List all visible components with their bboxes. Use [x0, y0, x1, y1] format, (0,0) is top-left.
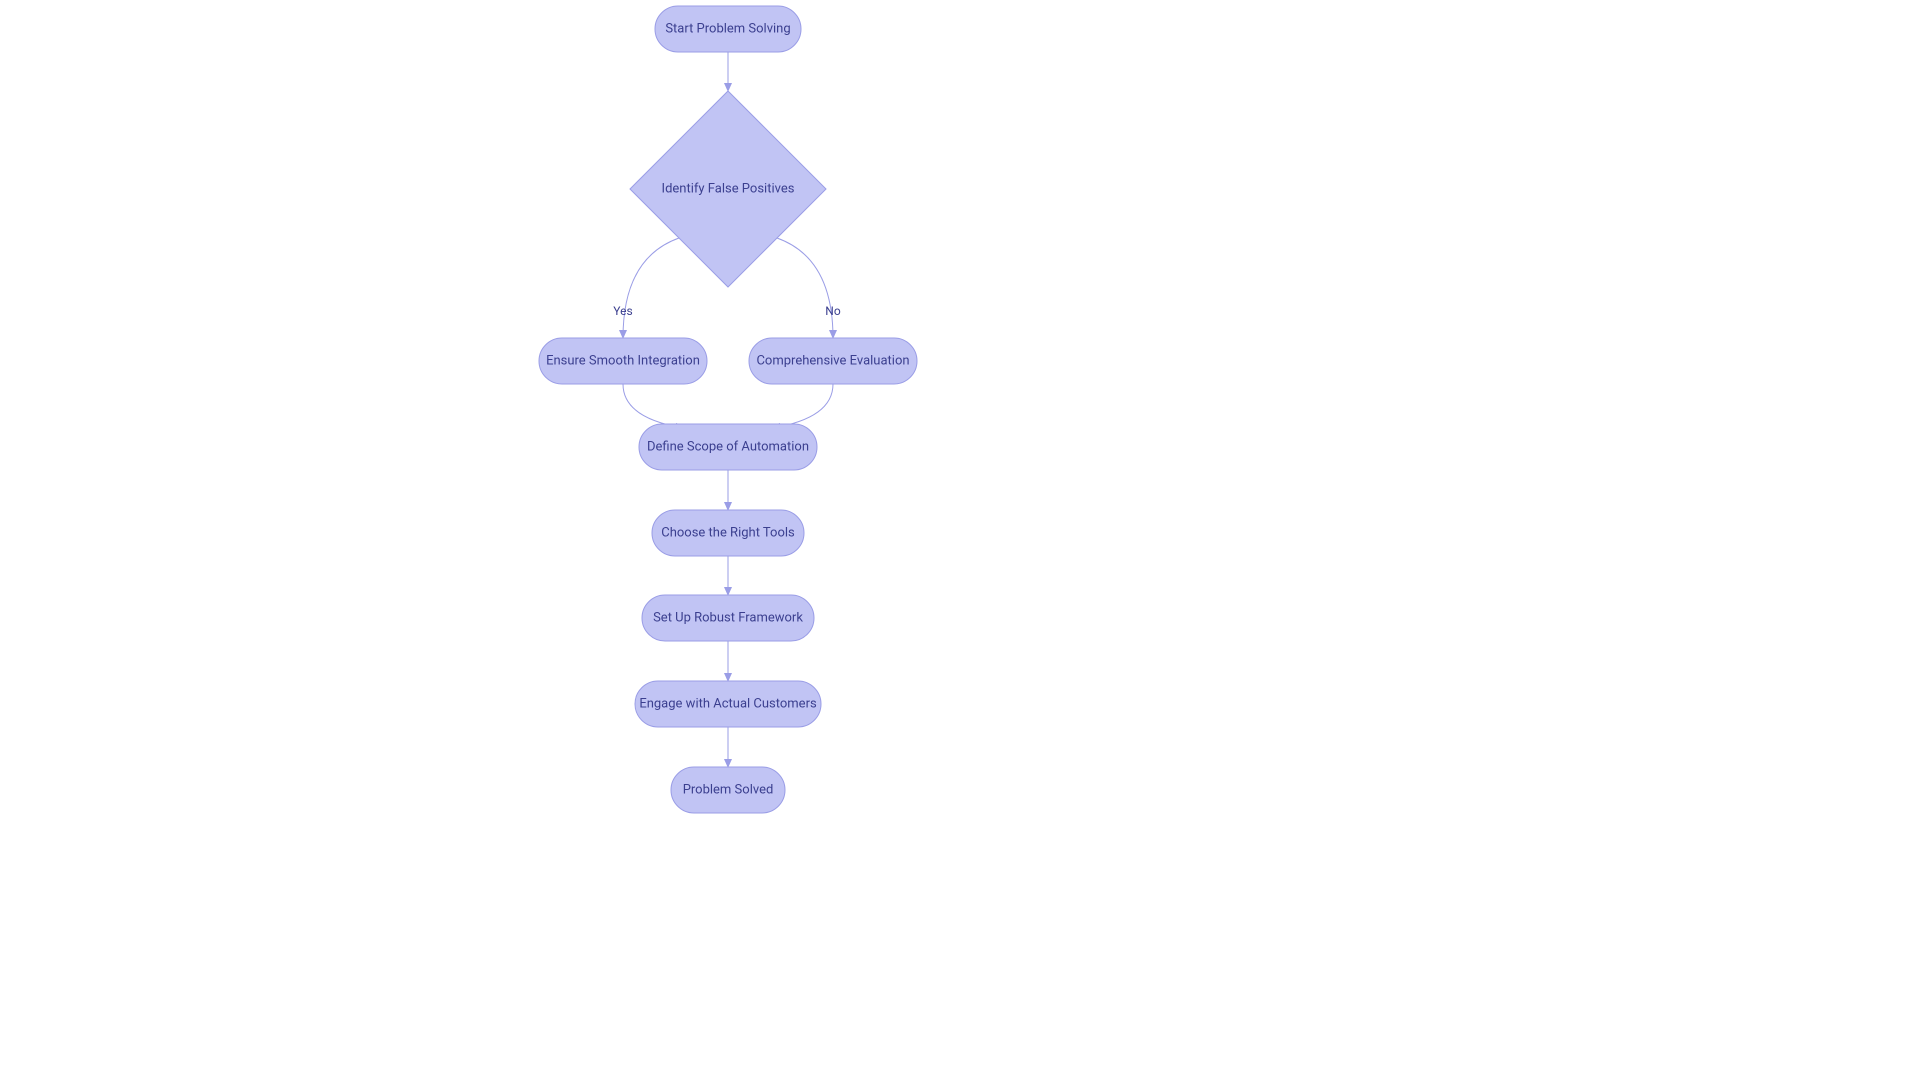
node-label: Set Up Robust Framework — [653, 610, 803, 625]
node-label: Ensure Smooth Integration — [546, 353, 700, 368]
node-label: Define Scope of Automation — [647, 439, 809, 454]
edge — [773, 384, 834, 428]
node-label: Identify False Positives — [662, 181, 795, 196]
node-label: Choose the Right Tools — [661, 525, 795, 540]
node-label: Problem Solved — [683, 782, 774, 797]
edge-label: Yes — [613, 304, 632, 318]
edge — [623, 238, 679, 338]
node-label: Engage with Actual Customers — [639, 696, 817, 711]
edge — [777, 238, 833, 338]
edge — [623, 384, 684, 428]
edge-label: No — [825, 304, 841, 318]
node-label: Comprehensive Evaluation — [756, 353, 909, 368]
node-label: Start Problem Solving — [665, 21, 790, 36]
nodes-layer: Start Problem Solving Identify False Posi… — [539, 6, 917, 813]
flowchart-canvas: Yes No Start Problem Solving Identify Fals… — [0, 0, 1920, 1080]
